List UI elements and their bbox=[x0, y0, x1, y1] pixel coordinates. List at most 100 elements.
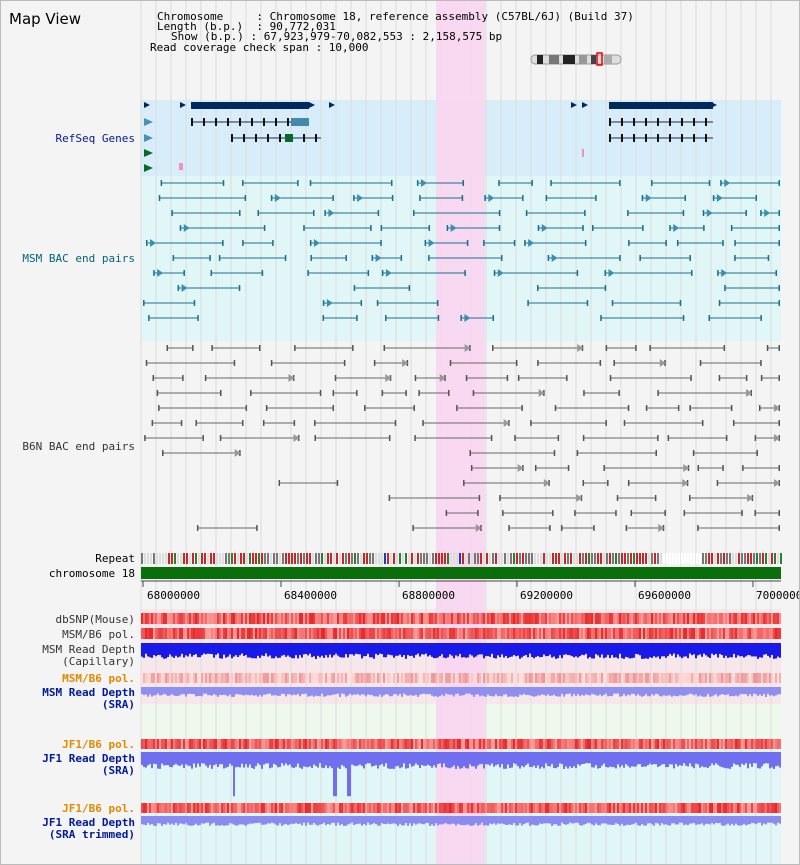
heat-cell bbox=[215, 628, 217, 639]
track-label-msm-depth-capillary[interactable]: MSM Read Depth (Capillary) bbox=[1, 644, 135, 668]
depth-bar bbox=[439, 643, 441, 657]
depth-bar bbox=[617, 752, 619, 765]
heat-cell bbox=[521, 803, 523, 813]
heat-cell bbox=[607, 803, 609, 813]
depth-bar bbox=[187, 752, 189, 766]
heat-cell bbox=[775, 673, 777, 683]
depth-bar bbox=[723, 643, 725, 658]
depth-bar bbox=[315, 752, 317, 766]
heat-cell bbox=[467, 613, 469, 624]
depth-bar bbox=[401, 752, 403, 768]
track-label-msm-depth-sra[interactable]: MSM Read Depth (SRA) bbox=[1, 687, 135, 711]
heat-cell bbox=[147, 803, 149, 813]
heat-cell bbox=[455, 628, 457, 639]
bac-pair-end bbox=[639, 255, 641, 261]
heat-cell bbox=[673, 803, 675, 813]
depth-bar bbox=[167, 687, 169, 696]
depth-bar bbox=[673, 643, 675, 654]
depth-bar bbox=[421, 687, 423, 694]
repeat-segment bbox=[141, 553, 143, 564]
bac-pair-end bbox=[732, 420, 735, 426]
depth-bar bbox=[601, 752, 603, 766]
heat-cell bbox=[189, 628, 191, 639]
heat-cell bbox=[423, 628, 425, 639]
track-label-jf1-depth-trimmed[interactable]: JF1 Read Depth (SRA trimmed) bbox=[1, 817, 135, 841]
depth-bar bbox=[211, 752, 213, 769]
track-label-jf1-b6-pol-2[interactable]: JF1/B6 pol. bbox=[62, 802, 135, 815]
heat-cell bbox=[661, 673, 663, 683]
bac-pair-end bbox=[567, 465, 570, 471]
depth-bar bbox=[153, 687, 155, 696]
depth-bar bbox=[251, 816, 253, 824]
repeat-segment bbox=[570, 553, 572, 564]
depth-bar bbox=[179, 643, 181, 657]
heat-cell bbox=[147, 673, 149, 683]
heat-cell bbox=[235, 739, 237, 749]
repeat-segment bbox=[456, 553, 458, 564]
track-label-refseq[interactable]: RefSeq Genes bbox=[55, 132, 135, 145]
depth-bar bbox=[665, 687, 667, 697]
heat-cell bbox=[617, 803, 619, 813]
bac-arrow bbox=[706, 209, 713, 217]
heat-cell bbox=[615, 673, 617, 683]
depth-bar bbox=[483, 687, 485, 697]
track-label-dbsnp[interactable]: dbSNP(Mouse) bbox=[55, 613, 135, 626]
heat-cell bbox=[189, 613, 191, 624]
track-label-jf1-b6-pol[interactable]: JF1/B6 pol. bbox=[62, 738, 135, 751]
track-label-jf1-depth-sra[interactable]: JF1 Read Depth (SRA) bbox=[1, 753, 135, 777]
depth-bar bbox=[403, 752, 405, 764]
heat-cell bbox=[163, 628, 165, 639]
bac-pair-end bbox=[593, 525, 595, 531]
track-label-chromosome[interactable]: chromosome 18 bbox=[48, 567, 135, 580]
bac-pair-end bbox=[222, 240, 224, 246]
heat-cell bbox=[719, 613, 721, 624]
heat-cell bbox=[677, 803, 679, 813]
heat-cell bbox=[463, 803, 465, 813]
depth-bar bbox=[389, 816, 391, 825]
heat-cell bbox=[263, 803, 265, 813]
heat-cell bbox=[583, 613, 585, 624]
heat-cell bbox=[353, 739, 355, 749]
heat-cell bbox=[333, 628, 335, 639]
heat-cell bbox=[319, 673, 321, 683]
heat-cell bbox=[613, 628, 615, 639]
heat-cell bbox=[315, 613, 317, 624]
heat-cell bbox=[237, 628, 239, 639]
track-label-repeat[interactable]: Repeat bbox=[95, 552, 135, 565]
heat-cell bbox=[337, 613, 339, 624]
heat-cell bbox=[743, 739, 745, 749]
bac-arrow bbox=[673, 224, 680, 232]
heat-cell bbox=[405, 803, 407, 813]
depth-bar bbox=[603, 752, 605, 764]
depth-bar bbox=[777, 687, 779, 695]
heat-cell bbox=[379, 613, 381, 624]
depth-bar bbox=[775, 752, 777, 767]
depth-bar bbox=[521, 816, 523, 826]
track-label-msm-b6-pol-2[interactable]: MSM/B6 pol. bbox=[62, 672, 135, 685]
depth-bar bbox=[393, 687, 395, 695]
depth-bar bbox=[653, 816, 655, 826]
heat-cell bbox=[707, 628, 709, 639]
depth-bar bbox=[537, 643, 539, 657]
heat-cell bbox=[179, 803, 181, 813]
heat-cell bbox=[551, 628, 553, 639]
heat-cell bbox=[351, 613, 353, 624]
track-label-b6n-bac[interactable]: B6N BAC end pairs bbox=[22, 440, 135, 453]
repeat-segment bbox=[657, 553, 659, 564]
bac-pair-end bbox=[465, 375, 468, 381]
repeat-segment bbox=[174, 553, 176, 564]
repeat-segment bbox=[774, 553, 776, 564]
track-label-msm-bac[interactable]: MSM BAC end pairs bbox=[22, 252, 135, 265]
repeat-segment bbox=[600, 553, 602, 564]
heat-cell bbox=[305, 739, 307, 749]
track-label-msm-b6-pol[interactable]: MSM/B6 pol. bbox=[62, 628, 135, 641]
heat-cell bbox=[161, 673, 163, 683]
heat-cell bbox=[453, 613, 455, 624]
heat-cell bbox=[313, 628, 315, 639]
repeat-segment bbox=[342, 553, 344, 564]
show-value: : 67,923,979-70,082,553 : 2,158,575 bp bbox=[250, 30, 503, 43]
heat-cell bbox=[251, 803, 253, 813]
heat-cell bbox=[527, 613, 529, 624]
bac-pair-end bbox=[146, 240, 148, 246]
